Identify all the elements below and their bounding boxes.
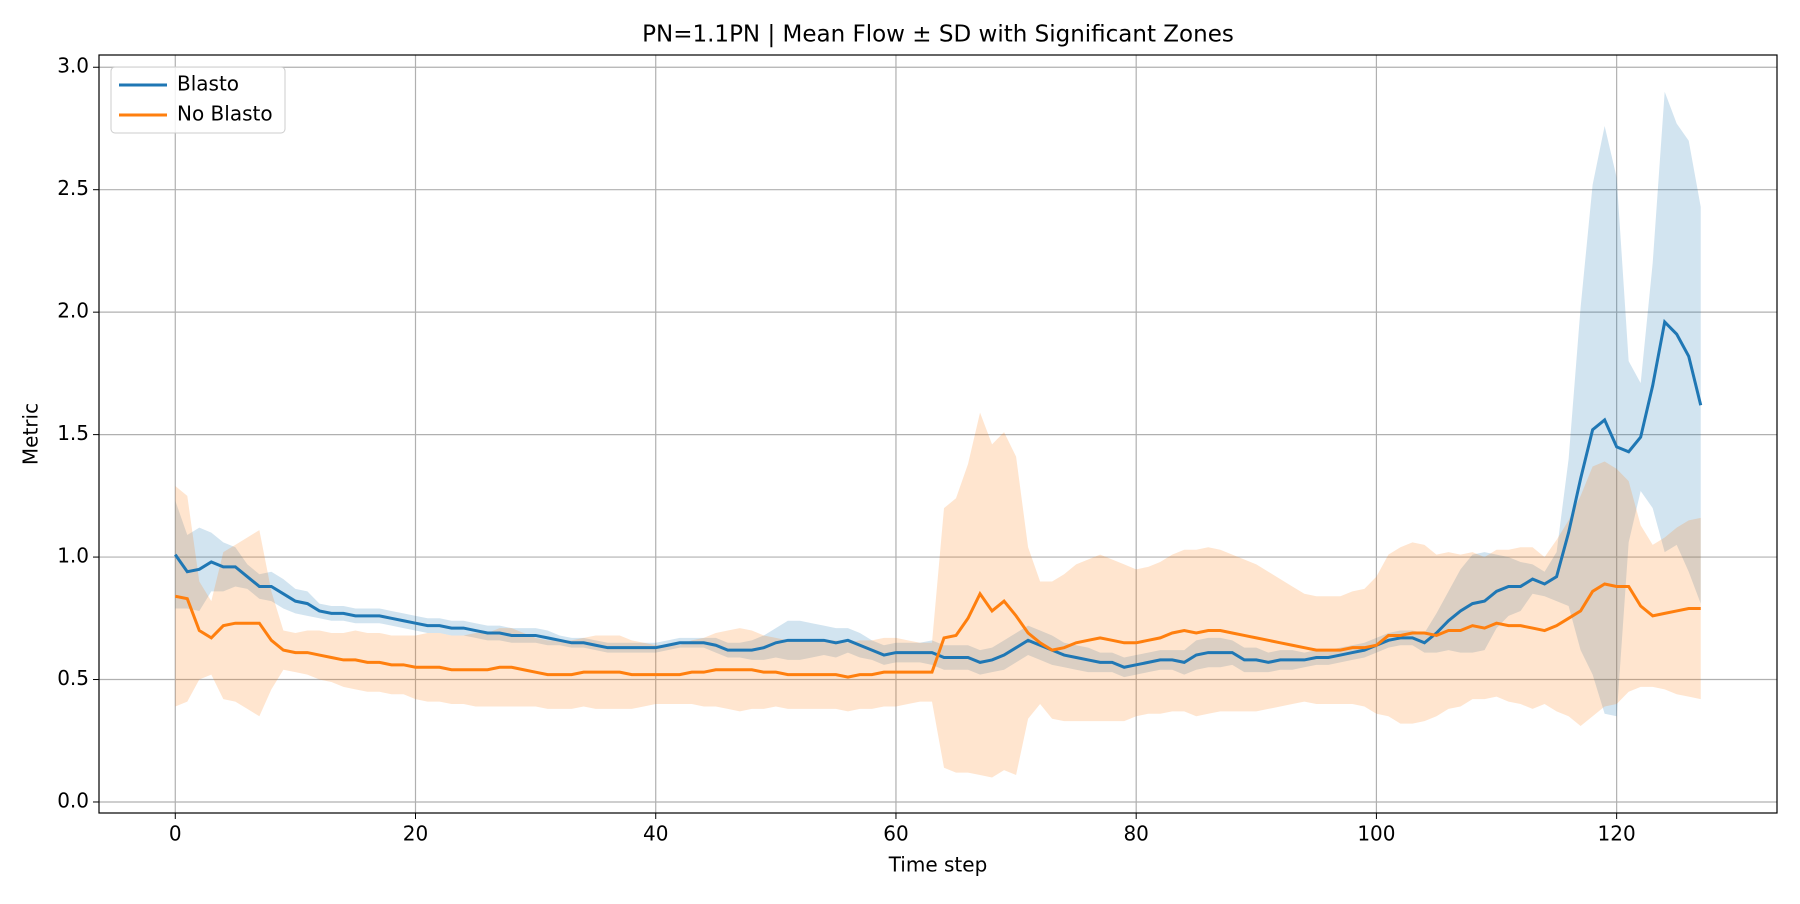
plot-frame bbox=[98, 54, 1778, 814]
y-axis-label: Metric bbox=[19, 403, 43, 465]
x-tick-label: 120 bbox=[1598, 822, 1636, 846]
legend-label: No Blasto bbox=[177, 102, 273, 126]
legend-label: Blasto bbox=[177, 72, 239, 96]
x-tick-label: 0 bbox=[169, 822, 182, 846]
chart-title: PN=1.1PN | Mean Flow ± SD with Significa… bbox=[642, 22, 1234, 48]
y-tick-label: 2.0 bbox=[57, 299, 89, 323]
y-tick-label: 0.0 bbox=[57, 788, 89, 812]
y-tick-label: 3.0 bbox=[57, 54, 89, 78]
sd-band bbox=[175, 412, 1701, 778]
mean-line bbox=[174, 582, 1701, 679]
y-tick-label: 0.5 bbox=[57, 666, 89, 690]
x-axis-label: Time step bbox=[888, 853, 988, 877]
x-tick-label: 80 bbox=[1123, 822, 1148, 846]
x-tick-label: 20 bbox=[403, 822, 428, 846]
y-tick-label: 1.5 bbox=[57, 421, 89, 445]
y-tick-label: 2.5 bbox=[57, 176, 89, 200]
x-tick-label: 40 bbox=[643, 822, 668, 846]
y-tick-label: 1.0 bbox=[57, 544, 89, 568]
x-tick-label: 60 bbox=[883, 822, 908, 846]
x-tick-label: 100 bbox=[1357, 822, 1395, 846]
